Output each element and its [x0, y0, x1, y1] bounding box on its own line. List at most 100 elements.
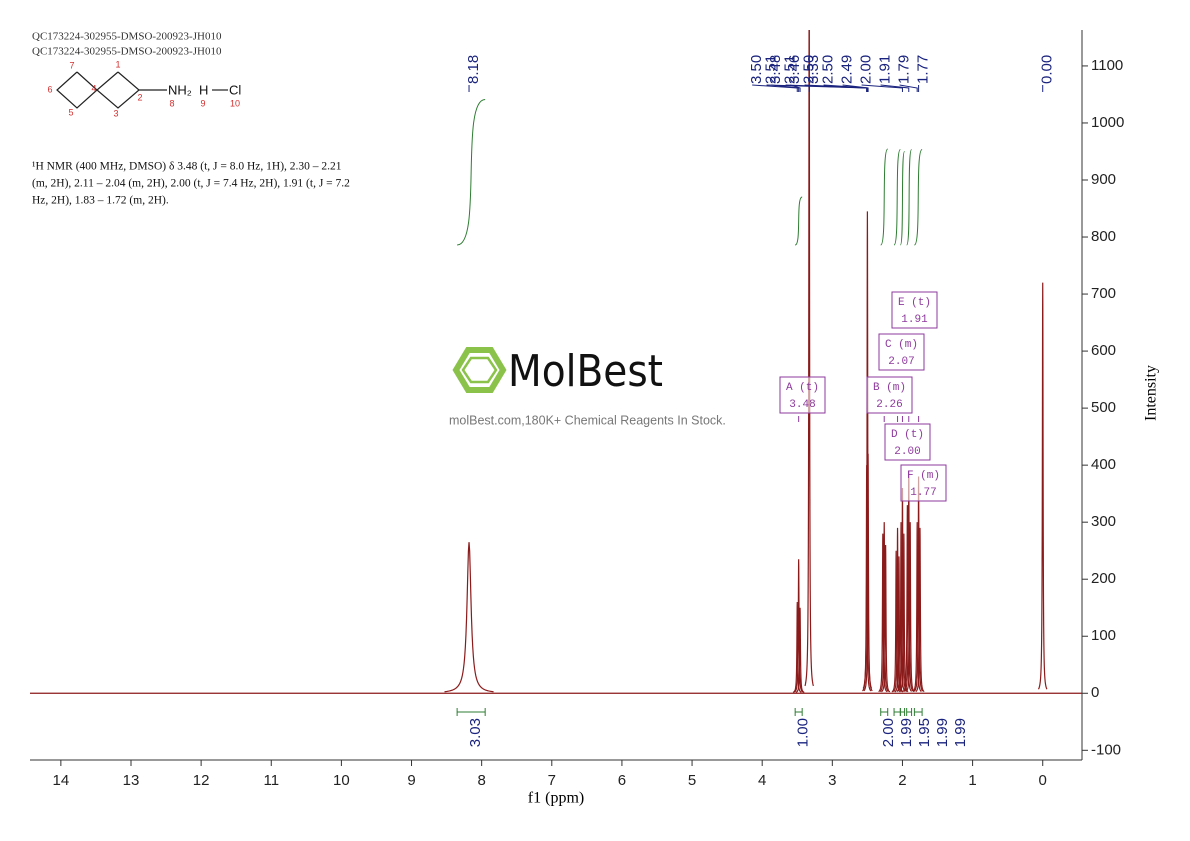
y-axis-label: Intensity — [1143, 365, 1160, 421]
x-tick-label: 0 — [1039, 772, 1047, 789]
peak-label: 8.18 — [465, 55, 482, 84]
integral-label: 1.95 — [916, 718, 933, 747]
peak-connector — [842, 84, 869, 92]
multiplet-shift: 1.91 — [901, 314, 928, 326]
multiplet-box — [900, 464, 947, 502]
multiplet-shift: 2.26 — [876, 399, 902, 411]
integral-label: 3.03 — [467, 718, 484, 747]
atom-number: 10 — [230, 98, 240, 108]
peak-label: 3.46 — [786, 55, 803, 84]
multiplet-label: C (m) — [885, 339, 918, 351]
peak — [878, 533, 888, 693]
peak-label: 3.33 — [805, 55, 822, 84]
x-tick-label: 6 — [618, 772, 626, 789]
peak-connector — [880, 84, 910, 92]
x-tick-label: 12 — [193, 772, 210, 789]
atom-number: 8 — [169, 98, 174, 108]
peak-label: 1.77 — [915, 55, 932, 84]
multiplet-box — [866, 376, 913, 414]
multiplet-shift: 1.77 — [910, 487, 936, 499]
y-tick-label: 600 — [1091, 342, 1116, 359]
integral-curve — [794, 196, 803, 246]
peak-label: 0.00 — [1039, 55, 1056, 84]
atom-number: 6 — [47, 84, 52, 94]
peak-connector — [861, 84, 903, 92]
peak — [894, 556, 904, 693]
x-tick-label: 8 — [477, 772, 485, 789]
x-tick-label: 14 — [53, 772, 70, 789]
y-tick-label: 100 — [1091, 627, 1116, 644]
header-line: QC173224-302955-DMSO-200923-JH010 — [32, 46, 222, 58]
atom-number: 4 — [91, 83, 96, 93]
atom: Cl — [229, 82, 241, 97]
x-tick-label: 5 — [688, 772, 696, 789]
y-tick-label: 300 — [1091, 513, 1116, 530]
atom-number: 1 — [115, 59, 120, 69]
multiplet-box — [878, 333, 925, 371]
integral-label: 1.00 — [795, 718, 812, 747]
peak — [794, 559, 804, 693]
peak — [444, 542, 494, 693]
peak — [795, 607, 805, 693]
integral-curve — [899, 150, 906, 246]
multiplet-label: D (t) — [891, 429, 924, 441]
x-axis-label: f1 (ppm) — [528, 790, 584, 807]
multiplet-label: A (t) — [786, 382, 819, 394]
y-tick-label: 200 — [1091, 570, 1116, 587]
peak — [915, 527, 925, 693]
peak-label: 2.51 — [782, 55, 799, 84]
integral-curve — [880, 148, 889, 246]
y-tick-label: 1000 — [1091, 114, 1124, 131]
atom-number: 3 — [113, 108, 118, 118]
description-line: (m, 2H), 2.11 – 2.04 (m, 2H), 2.00 (t, J… — [32, 178, 350, 190]
atom-number: 2 — [137, 92, 142, 102]
multiplet-shift: 2.00 — [894, 446, 920, 458]
x-tick-label: 10 — [333, 772, 350, 789]
peak — [912, 522, 922, 693]
atom-number: 9 — [200, 98, 205, 108]
y-tick-label: -100 — [1091, 741, 1121, 758]
multiplet-box — [779, 376, 826, 414]
x-tick-label: 1 — [968, 772, 976, 789]
y-tick-label: 500 — [1091, 399, 1116, 416]
peak — [892, 527, 903, 693]
peak — [905, 522, 915, 693]
logo — [452, 347, 507, 393]
atom: H — [199, 82, 208, 97]
y-tick-label: 800 — [1091, 228, 1116, 245]
x-tick-label: 2 — [898, 772, 906, 789]
integral-curve — [456, 99, 486, 246]
peak-label: 2.49 — [839, 55, 856, 84]
description-line: ¹H NMR (400 MHz, DMSO) δ 3.48 (t, J = 8.… — [32, 161, 342, 173]
peak-label: 1.91 — [877, 55, 894, 84]
peak-label: 2.00 — [858, 55, 875, 84]
structure — [56, 71, 228, 109]
atom: NH₂ — [168, 82, 192, 97]
x-tick-label: 7 — [548, 772, 556, 789]
y-tick-label: 700 — [1091, 285, 1116, 302]
integral-label: 2.00 — [880, 718, 897, 747]
peak — [881, 544, 891, 693]
ring — [56, 71, 98, 109]
x-tick-label: 4 — [758, 772, 766, 789]
peak-label: 3.48 — [767, 55, 784, 84]
peak-connector — [899, 84, 918, 92]
peak-label: 2.50 — [801, 55, 818, 84]
integral-curve — [893, 148, 901, 246]
peak-label: 2.51 — [763, 55, 780, 84]
peak — [902, 505, 912, 692]
atom-number: 5 — [68, 107, 73, 117]
peak-label: 3.50 — [748, 55, 765, 84]
x-tick-label: 13 — [123, 772, 140, 789]
peak-label: 1.79 — [896, 55, 913, 84]
peak — [1037, 282, 1048, 690]
integral-curve — [913, 148, 923, 246]
multiplet-box — [884, 423, 931, 461]
y-tick-label: 400 — [1091, 456, 1116, 473]
multiplet-shift: 2.07 — [888, 356, 914, 368]
header-line: QC173224-302955-DMSO-200923-JH010 — [32, 31, 222, 43]
peak — [879, 522, 889, 693]
spectrum — [30, 30, 1082, 694]
